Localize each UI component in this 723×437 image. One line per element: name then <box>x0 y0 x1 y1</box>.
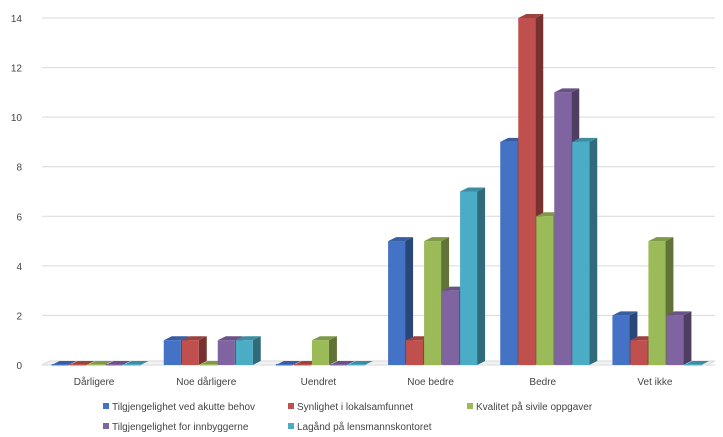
bar-side <box>252 336 261 365</box>
legend-swatch <box>288 423 294 429</box>
bar-top <box>181 336 207 341</box>
bar-top <box>518 14 544 18</box>
bar-top <box>424 237 450 242</box>
legend-item: Tilgjengelighet for innbyggerne <box>103 422 249 433</box>
bar-top <box>554 88 580 93</box>
legend-label: Tilgjengelighet ved akutte behov <box>112 402 255 413</box>
bar <box>347 361 373 366</box>
bar-front <box>500 141 518 365</box>
bar-front <box>275 364 293 366</box>
legend: Tilgjengelighet ved akutte behov Synlighe… <box>103 401 593 433</box>
legend-label: Tilgjengelighet for innbyggerne <box>112 422 249 433</box>
legend-label: Lagånd på lensmannskontoret <box>297 421 432 433</box>
y-tick-label: 2 <box>16 311 22 322</box>
y-axis-ticks: 0 2 4 6 8 10 12 14 <box>11 14 23 372</box>
legend-swatch <box>288 403 294 409</box>
bar-front <box>217 340 235 365</box>
bar <box>666 311 692 365</box>
bar-top <box>311 336 337 341</box>
x-category-label: Noe dårligere <box>176 376 236 388</box>
bar-top <box>666 311 692 316</box>
bar-front <box>293 364 311 366</box>
bar-top <box>612 311 638 316</box>
legend-label: Synlighet i lokalsamfunnet <box>297 402 413 413</box>
bar <box>123 361 149 366</box>
bar-top <box>460 187 486 192</box>
legend-item: Synlighet i lokalsamfunnet <box>288 402 413 413</box>
bar-front <box>163 340 181 365</box>
bar-top <box>217 336 243 341</box>
x-category-label: Dårligere <box>74 376 115 388</box>
bar <box>572 137 598 365</box>
bar-front <box>87 364 105 366</box>
bar-front <box>648 241 666 365</box>
bar-side <box>405 237 414 365</box>
bars <box>51 14 710 366</box>
bar-front <box>105 364 123 366</box>
bar <box>388 237 414 365</box>
bar-front <box>572 141 590 365</box>
bar-front <box>460 191 478 365</box>
x-category-label: Uendret <box>301 377 337 388</box>
x-category-label: Vet ikke <box>637 377 672 388</box>
bar-front <box>51 364 69 366</box>
bar-top <box>648 237 674 242</box>
gridlines <box>42 17 715 366</box>
bar-front <box>554 92 572 365</box>
bar <box>235 336 261 365</box>
bar-front <box>536 216 554 365</box>
legend-swatch <box>103 423 109 429</box>
bar-front <box>612 315 630 365</box>
bar-front <box>424 241 442 365</box>
x-axis-categories: Dårligere Noe dårligere Uendret Noe bedre Be… <box>74 376 673 388</box>
legend-item: Lagånd på lensmannskontoret <box>288 421 432 433</box>
x-category-label: Noe bedre <box>407 377 454 388</box>
bar-front <box>442 290 460 365</box>
bar-top <box>388 237 414 242</box>
y-tick-label: 4 <box>16 262 22 273</box>
y-tick-label: 6 <box>16 212 22 223</box>
x-category-label: Bedre <box>529 377 556 388</box>
y-tick-label: 10 <box>11 113 23 124</box>
bar <box>460 187 486 365</box>
bar <box>311 336 337 365</box>
bar-front <box>684 364 702 366</box>
y-tick-label: 8 <box>16 163 22 174</box>
legend-item: Kvalitet på sivile oppgaver <box>467 401 593 413</box>
bar <box>684 361 710 366</box>
bar <box>181 336 207 365</box>
bar-front <box>666 315 684 365</box>
bar-front <box>235 340 253 365</box>
bar-front <box>630 340 648 365</box>
bar-front <box>329 364 347 366</box>
legend-swatch <box>467 403 473 409</box>
bar-front <box>199 364 217 366</box>
bar-side <box>683 311 692 365</box>
bar-front <box>181 340 199 365</box>
bar-front <box>388 241 406 365</box>
bar-front <box>347 364 365 366</box>
bar-front <box>123 364 141 366</box>
legend-swatch <box>103 403 109 409</box>
bar-top <box>235 336 261 341</box>
bar-side <box>477 187 486 365</box>
bar-front <box>69 364 87 366</box>
bar-top <box>163 336 189 341</box>
bar-front <box>311 340 329 365</box>
bar-front <box>518 18 536 365</box>
legend-item: Tilgjengelighet ved akutte behov <box>103 402 255 413</box>
y-tick-label: 0 <box>16 361 22 372</box>
legend-label: Kvalitet på sivile oppgaver <box>476 401 593 413</box>
bar-top <box>572 137 598 142</box>
y-tick-label: 12 <box>11 64 23 75</box>
bar-side <box>328 336 337 365</box>
bar-side <box>198 336 207 365</box>
bar-front <box>406 340 424 365</box>
y-tick-label: 14 <box>11 14 23 25</box>
bar-side <box>589 137 598 365</box>
